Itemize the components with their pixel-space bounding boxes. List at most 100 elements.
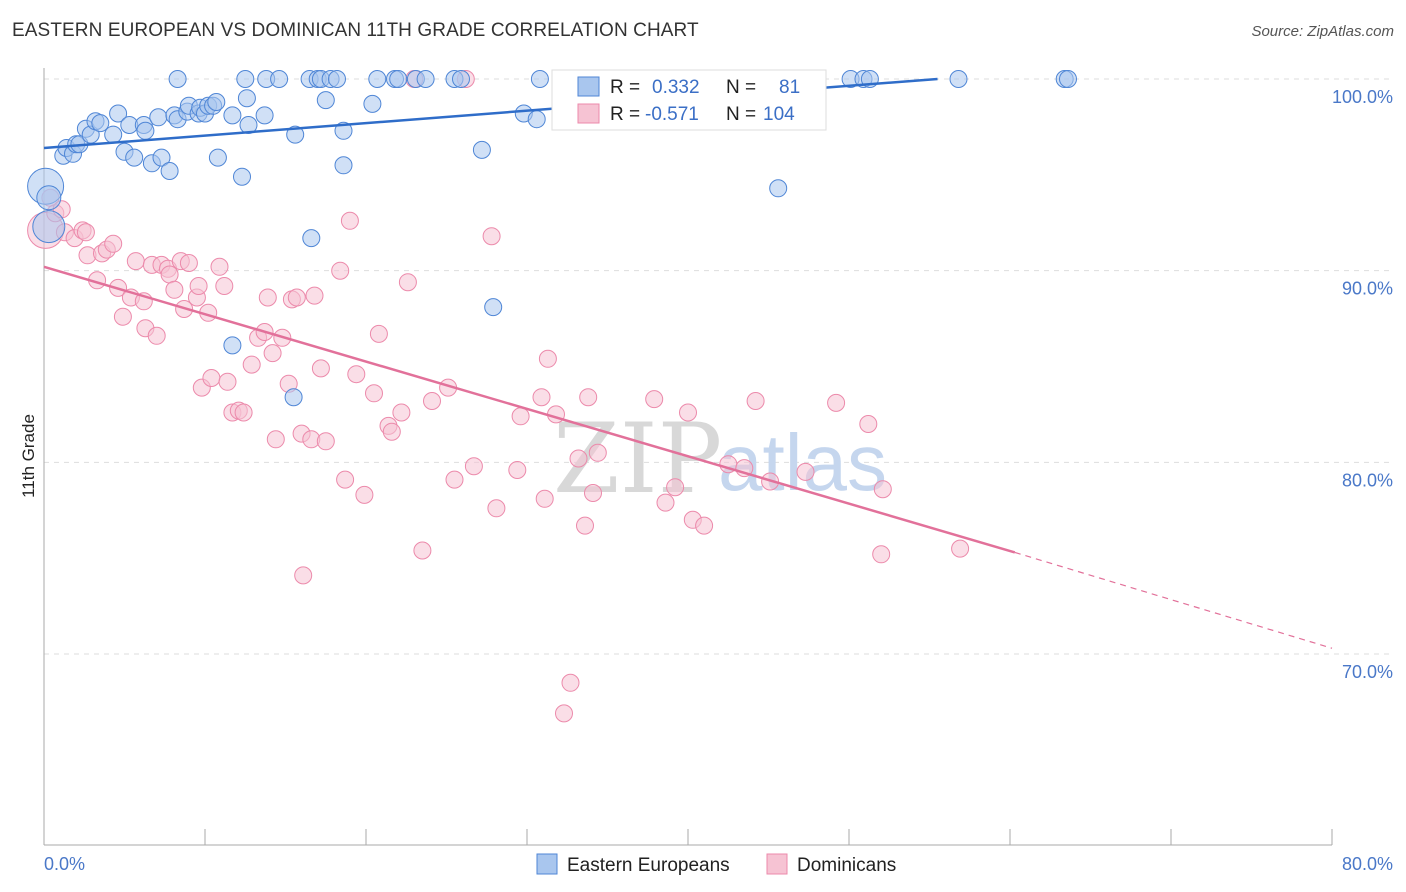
dominican-point xyxy=(413,541,432,560)
x-tick-label: 80.0% xyxy=(1342,854,1393,874)
dominican-point xyxy=(369,324,388,343)
eastern-european-point xyxy=(208,148,227,167)
eastern-european-point xyxy=(223,106,242,125)
dominican-point xyxy=(392,403,411,422)
eastern-european-point xyxy=(1059,70,1077,88)
dominican-point xyxy=(423,392,441,410)
eastern-european-point xyxy=(149,108,168,127)
dominican-point xyxy=(165,280,184,299)
eastern-european-point xyxy=(527,110,546,129)
dominican-point xyxy=(189,277,208,295)
stats-n-value-1: 81 xyxy=(779,77,800,98)
eastern-european-point xyxy=(36,185,62,211)
dominican-point xyxy=(511,407,530,426)
eastern-european-point xyxy=(160,162,179,180)
y-tick-label: 70.0% xyxy=(1342,662,1393,682)
dominican-point xyxy=(584,484,602,502)
dominican-point xyxy=(695,516,714,535)
eastern-european-point xyxy=(484,298,503,317)
eastern-european-point xyxy=(104,125,123,144)
stats-r-label-1: R = xyxy=(610,77,640,98)
dominican-point xyxy=(872,545,891,564)
eastern-european-point xyxy=(472,140,491,159)
eastern-european-point xyxy=(236,70,255,88)
dominican-point xyxy=(113,307,132,326)
eastern-european-point xyxy=(530,70,549,88)
dominican-point xyxy=(126,252,145,271)
dominican-point xyxy=(532,388,551,407)
eastern-european-point xyxy=(270,70,289,88)
dominican-point xyxy=(579,388,598,407)
dominican-point xyxy=(340,211,359,230)
y-axis-label: 11th Grade xyxy=(19,414,38,498)
dominican-point xyxy=(398,273,417,292)
dominican-point xyxy=(873,480,892,499)
dominican-point xyxy=(365,384,383,403)
legend-label-eastern-europeans: Eastern Europeans xyxy=(567,855,730,876)
chart-title: EASTERN EUROPEAN VS DOMINICAN 11TH GRADE… xyxy=(12,20,699,41)
dominican-point xyxy=(538,349,557,368)
dominican-point xyxy=(179,254,198,272)
eastern-european-point xyxy=(286,125,305,144)
points-layer xyxy=(27,70,1077,723)
eastern-european-point xyxy=(416,70,435,88)
legend-swatch-eastern-europeans xyxy=(536,853,558,875)
dominican-point xyxy=(555,704,573,723)
dominican-point xyxy=(382,422,401,441)
eastern-european-point xyxy=(368,70,387,88)
eastern-european-point xyxy=(302,229,321,248)
dominican-point xyxy=(147,326,166,345)
dominican-point xyxy=(258,288,277,307)
eastern-european-point xyxy=(363,94,382,113)
dominican-trendline-extension xyxy=(1014,551,1333,649)
legend-label-dominicans: Dominicans xyxy=(797,855,896,876)
dominican-point xyxy=(535,489,554,508)
dominican-point xyxy=(242,355,261,374)
eastern-european-point xyxy=(328,70,346,88)
legend: Eastern Europeans Dominicans xyxy=(536,853,896,876)
eastern-european-point xyxy=(334,156,353,175)
eastern-european-point xyxy=(237,89,256,108)
dominican-point xyxy=(679,403,697,422)
eastern-european-point xyxy=(152,148,171,167)
dominican-point xyxy=(234,403,253,422)
eastern-european-point xyxy=(316,91,335,110)
dominican-point xyxy=(445,470,464,489)
dominican-point xyxy=(508,461,527,479)
eastern-european-point xyxy=(223,336,242,355)
stats-r-value-1: 0.332 xyxy=(652,77,700,98)
dominican-point xyxy=(336,470,355,489)
eastern-european-point xyxy=(334,121,353,140)
dominican-point xyxy=(263,344,282,363)
dominican-point xyxy=(347,365,366,384)
dominican-point xyxy=(588,443,607,462)
eastern-european-point xyxy=(168,70,187,88)
eastern-european-point xyxy=(389,70,408,88)
dominican-point xyxy=(464,457,483,476)
tick-label-layer: 100.0% 90.0% 80.0% 70.0% 0.0% 80.0% xyxy=(44,87,1393,874)
dominican-point xyxy=(218,372,237,391)
eastern-european-point xyxy=(452,70,470,88)
eastern-european-point xyxy=(949,70,968,88)
stats-n-value-2: 104 xyxy=(763,104,795,125)
dominican-point xyxy=(859,415,878,433)
eastern-european-point xyxy=(769,179,788,198)
dominican-point xyxy=(569,449,588,468)
dominican-point xyxy=(487,499,506,518)
stats-r-label-2: R = xyxy=(610,104,640,125)
dominican-point xyxy=(827,393,846,412)
dominican-point xyxy=(331,261,350,280)
dominican-point xyxy=(311,359,330,378)
eastern-european-point xyxy=(255,106,274,125)
eastern-european-point xyxy=(233,167,251,186)
chart-source: Source: ZipAtlas.com xyxy=(1251,23,1394,40)
x-tick-label: 0.0% xyxy=(44,854,85,874)
stats-swatch-eastern-europeans xyxy=(577,76,600,97)
dominican-point xyxy=(645,390,664,409)
dominican-point xyxy=(656,493,675,512)
y-tick-label: 80.0% xyxy=(1342,470,1393,490)
dominican-point xyxy=(666,478,685,497)
dominican-point xyxy=(294,566,313,585)
eastern-european-point xyxy=(239,116,258,134)
